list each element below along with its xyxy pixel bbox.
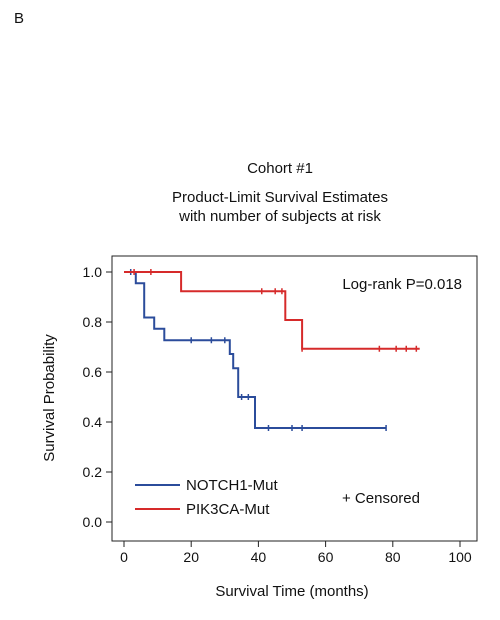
x-tick-label: 0 bbox=[120, 549, 128, 565]
y-tick-label: 0.6 bbox=[83, 364, 103, 380]
y-tick-label: 0.0 bbox=[83, 514, 103, 530]
y-tick-label: 0.4 bbox=[83, 414, 103, 430]
legend-label-pik3ca: PIK3CA-Mut bbox=[186, 501, 270, 518]
x-tick-label: 20 bbox=[183, 549, 199, 565]
series-layer bbox=[124, 269, 420, 431]
plot-frame bbox=[111, 255, 478, 542]
survival-curve-notch1-mut bbox=[124, 271, 387, 429]
panel-label: B bbox=[14, 10, 25, 27]
y-tick-label: 0.8 bbox=[83, 314, 103, 330]
censored-note: + Censored bbox=[342, 490, 420, 507]
x-tick-label: 60 bbox=[318, 549, 334, 565]
legend: NOTCH1-Mut PIK3CA-Mut bbox=[135, 477, 279, 518]
chart-title: Cohort #1 bbox=[247, 160, 313, 177]
chart-subtitle: Product-Limit Survival Estimates with nu… bbox=[0, 188, 500, 226]
y-axis-label: Survival Probability bbox=[41, 334, 58, 462]
x-axis-label: Survival Time (months) bbox=[215, 583, 368, 600]
axes: 0 20 40 60 80 100 0.0 0.2 0.4 0.6 0.8 1.0 bbox=[83, 264, 472, 565]
x-tick-label: 40 bbox=[251, 549, 267, 565]
x-tick-label: 80 bbox=[385, 549, 401, 565]
legend-label-notch1: NOTCH1-Mut bbox=[186, 477, 279, 494]
x-tick-label: 100 bbox=[448, 549, 472, 565]
chart-subtitle-line-1: Product-Limit Survival Estimates bbox=[172, 189, 388, 206]
survival-curve-pik3ca-mut bbox=[124, 271, 420, 350]
chart-subtitle-line-2: with number of subjects at risk bbox=[179, 208, 381, 225]
y-tick-label: 0.2 bbox=[83, 464, 103, 480]
log-rank-annotation: Log-rank P=0.018 bbox=[342, 276, 462, 293]
y-tick-label: 1.0 bbox=[83, 264, 103, 280]
